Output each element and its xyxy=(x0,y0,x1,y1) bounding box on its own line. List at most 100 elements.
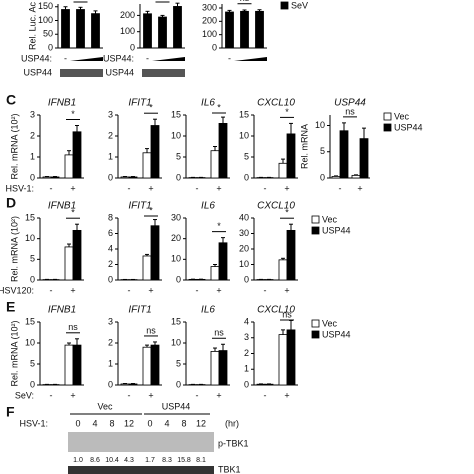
bar xyxy=(120,383,130,386)
x-tick-label: + xyxy=(70,285,75,295)
significance-label: * xyxy=(285,208,289,218)
lane-label: 4 xyxy=(92,418,97,428)
blot-row-label: TBK1 xyxy=(218,464,241,474)
y-axis-label: Rel. mRNA xyxy=(299,124,309,169)
group-label: USP44 xyxy=(162,401,191,411)
y-tick-label: 0 xyxy=(108,379,113,389)
legend-swatch xyxy=(311,319,320,328)
bar xyxy=(91,13,100,49)
group-label: Vec xyxy=(97,401,113,411)
y-tick-label: 50 xyxy=(43,29,53,39)
chart-title: USP44 xyxy=(334,98,366,109)
chart-title: IFIT1 xyxy=(128,201,151,212)
bar xyxy=(158,16,167,49)
bar xyxy=(72,131,82,179)
legend-swatch xyxy=(311,215,320,224)
unit-label: (hr) xyxy=(225,418,239,428)
y-tick-label: 15 xyxy=(171,316,181,326)
bar xyxy=(142,152,152,179)
x-tick-label: - xyxy=(196,183,199,193)
legend-label: USP44 xyxy=(394,122,423,132)
bar xyxy=(286,329,296,386)
bar xyxy=(76,9,85,49)
y-tick-label: 150 xyxy=(38,1,53,11)
y-tick-label: 0 xyxy=(48,42,53,52)
bar xyxy=(61,9,70,49)
x-tick-label: - xyxy=(264,285,267,295)
y-tick-label: 2 xyxy=(30,130,35,140)
bar xyxy=(218,123,228,179)
bar xyxy=(150,225,160,281)
bar xyxy=(50,176,60,179)
significance-label: * xyxy=(217,102,221,112)
legend-label: Vec xyxy=(322,318,338,328)
bar xyxy=(278,334,288,386)
bar xyxy=(359,138,369,179)
legend-label: Vec xyxy=(394,111,410,121)
y-tick-label: 0 xyxy=(30,379,35,389)
bar xyxy=(210,266,220,281)
y-tick-label: 6 xyxy=(108,228,113,238)
x-tick-label: - xyxy=(264,183,267,193)
y-tick-label: 0 xyxy=(176,172,181,182)
y-tick-label: 20 xyxy=(239,243,249,253)
lane-label: 8 xyxy=(181,418,186,428)
y-tick-label: 0 xyxy=(244,379,249,389)
bar xyxy=(72,229,82,281)
y-tick-label: 100 xyxy=(202,29,217,39)
blot-strip xyxy=(68,432,214,452)
bar xyxy=(225,11,234,49)
y-tick-label: 20 xyxy=(171,233,181,243)
x-tick-label: - xyxy=(128,390,131,400)
y-tick-label: 4 xyxy=(108,243,113,253)
x-tick-label: + xyxy=(216,285,221,295)
x-tick-label: + xyxy=(216,390,221,400)
x-tick-label: + xyxy=(284,390,289,400)
bar xyxy=(173,6,182,49)
bar xyxy=(150,344,160,386)
y-tick-label: 1 xyxy=(108,151,113,161)
bar xyxy=(143,13,152,49)
band-quantity: 4.3 xyxy=(124,457,134,464)
legend-swatch xyxy=(383,123,392,132)
x-tick-label: - xyxy=(196,390,199,400)
bar xyxy=(142,255,152,281)
significance-label: * xyxy=(285,107,289,117)
y-tick-label: 1 xyxy=(108,358,113,368)
lane-label: 0 xyxy=(147,418,152,428)
bar xyxy=(255,10,264,49)
bar xyxy=(150,125,160,179)
lane-label: 12 xyxy=(124,418,134,428)
blot-strip xyxy=(60,69,103,77)
chart-title: IL6 xyxy=(201,98,215,109)
chart-title: IFNB1 xyxy=(48,98,76,109)
blot-strip xyxy=(68,466,214,474)
lane-label: 8 xyxy=(109,418,114,428)
bar xyxy=(218,242,228,281)
legend-swatch xyxy=(311,330,320,339)
bar xyxy=(278,259,288,281)
x-tick-label: - xyxy=(228,53,231,63)
y-tick-label: 10 xyxy=(315,120,325,130)
y-tick-label: 0 xyxy=(176,274,181,284)
x-tick-label: - xyxy=(146,53,149,63)
y-tick-label: 3 xyxy=(244,332,249,342)
x-tick-label: - xyxy=(50,285,53,295)
x-tick-label: - xyxy=(128,183,131,193)
bar xyxy=(42,176,52,179)
y-axis-label: Rel. mRNA (10²) xyxy=(9,113,19,179)
chart-title: CXCL10 xyxy=(257,305,295,316)
y-tick-label: 200 xyxy=(120,10,135,20)
legend-swatch xyxy=(383,112,392,121)
x-tick-label: + xyxy=(148,183,153,193)
y-tick-label: 3 xyxy=(30,109,35,119)
y-tick-label: 15 xyxy=(25,212,35,222)
y-tick-label: 0 xyxy=(130,42,135,52)
y-tick-label: 5 xyxy=(176,358,181,368)
x-tick-label: + xyxy=(148,285,153,295)
treatment-label: SeV: xyxy=(15,390,34,400)
treatment-label: HSV120: xyxy=(0,285,34,295)
y-tick-label: 10 xyxy=(25,233,35,243)
bar xyxy=(210,150,220,179)
y-tick-label: 5 xyxy=(244,151,249,161)
